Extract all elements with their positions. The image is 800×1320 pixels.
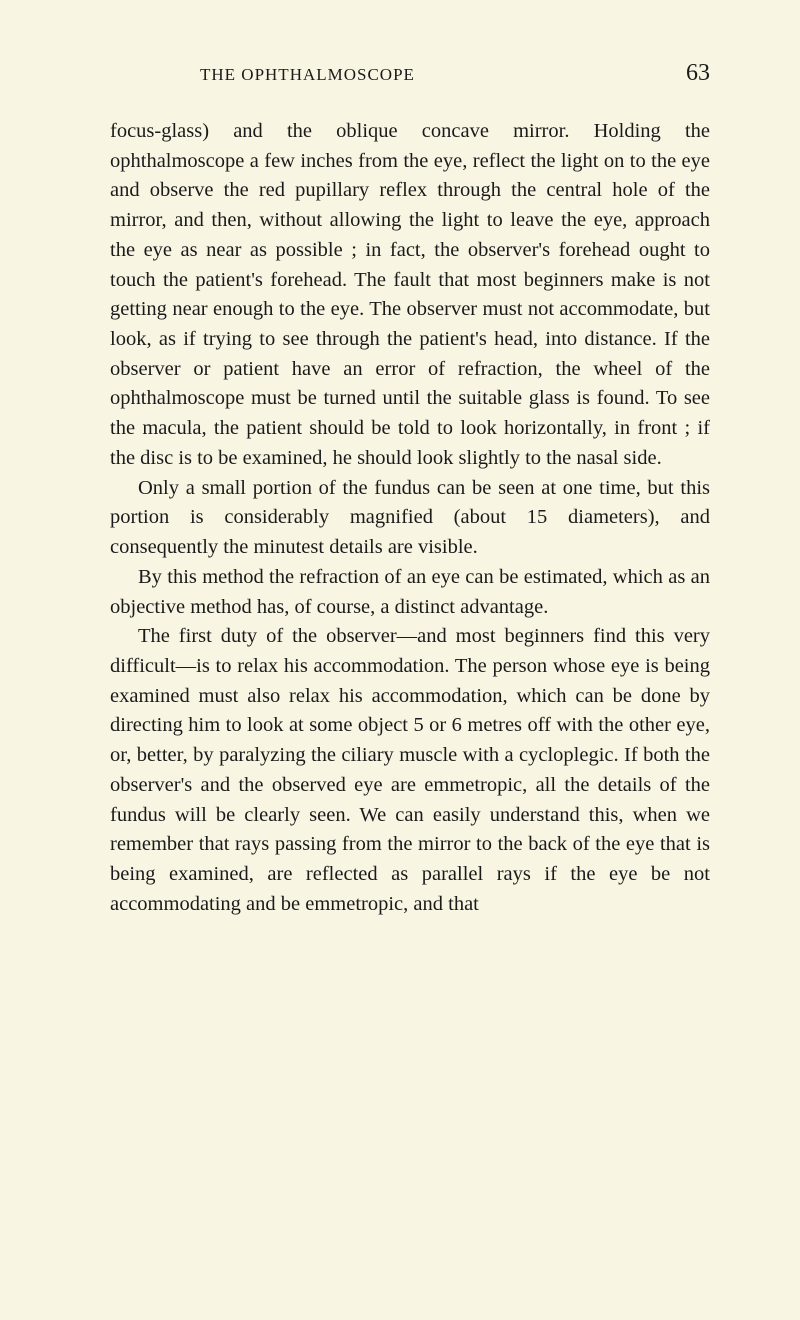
paragraph-3: By this method the refraction of an eye …	[110, 563, 710, 622]
page-header: THE OPHTHALMOSCOPE 63	[110, 60, 710, 87]
paragraph-4: The first duty of the observer—and most …	[110, 622, 710, 919]
paragraph-2: Only a small portion of the fundus can b…	[110, 474, 710, 563]
header-title: THE OPHTHALMOSCOPE	[200, 65, 415, 85]
paragraph-1: focus-glass) and the oblique concave mir…	[110, 117, 710, 474]
page-number: 63	[686, 60, 710, 87]
body-text: focus-glass) and the oblique concave mir…	[110, 117, 710, 919]
